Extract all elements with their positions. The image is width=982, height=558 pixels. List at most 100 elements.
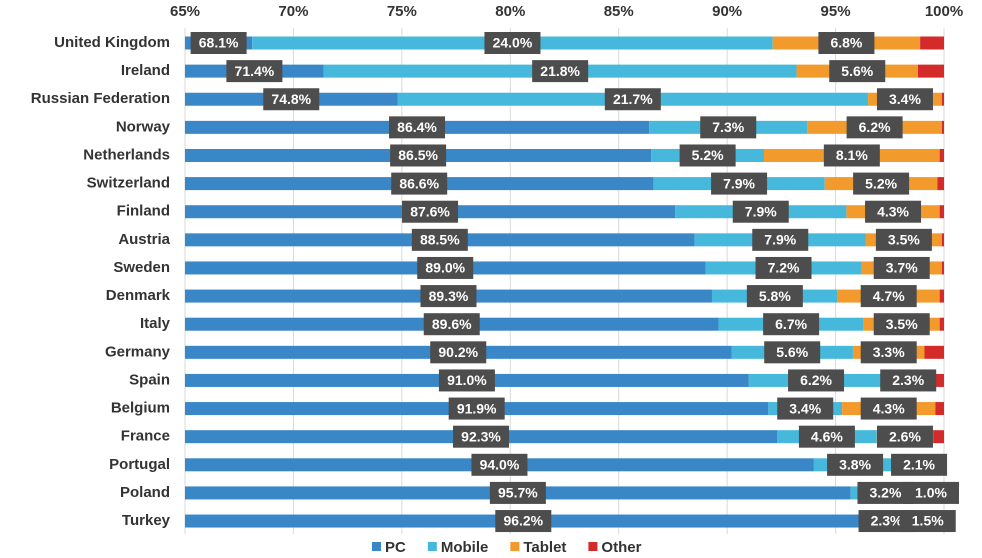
bar-segment — [185, 317, 719, 331]
bar-segment — [185, 373, 749, 387]
bar-segment — [939, 205, 944, 219]
y-tick-label: Finland — [117, 203, 170, 220]
data-label: 1.5% — [912, 513, 944, 529]
data-label: 1.0% — [915, 485, 947, 501]
data-label-box — [829, 60, 886, 83]
data-label: 4.3% — [877, 203, 909, 219]
bar-segment — [937, 177, 944, 191]
y-tick-label: Sweden — [113, 259, 170, 276]
data-label-box — [763, 313, 820, 336]
bar-segment — [933, 430, 944, 444]
legend-swatch — [372, 542, 381, 551]
data-label: 21.8% — [540, 63, 580, 79]
bar-segment — [939, 289, 944, 303]
data-label-box — [604, 88, 661, 111]
data-label: 3.8% — [839, 457, 871, 473]
data-label: 2.3% — [892, 372, 924, 388]
x-tick-label: 85% — [604, 3, 634, 20]
data-label-box — [484, 32, 541, 54]
y-tick-label: Netherlands — [83, 146, 170, 163]
y-tick-label: Italy — [140, 315, 171, 332]
data-label-box — [495, 510, 552, 533]
bar-segment — [924, 345, 944, 359]
legend-swatch — [427, 542, 437, 551]
x-tick-label: 65% — [170, 3, 200, 20]
data-label: 3.5% — [886, 316, 918, 332]
data-label-box — [860, 341, 917, 364]
data-label-box — [902, 481, 959, 504]
y-tick-label: Belgium — [111, 400, 170, 417]
data-label: 5.2% — [692, 147, 724, 163]
bar-segment — [939, 148, 944, 162]
x-tick-label: 90% — [712, 3, 742, 20]
data-label: 2.3% — [871, 513, 903, 529]
y-tick-label: Turkey — [122, 512, 171, 529]
data-label: 87.6% — [410, 203, 450, 219]
legend-label: PC — [385, 539, 406, 556]
data-label: 5.6% — [776, 344, 808, 360]
data-label-box — [448, 397, 505, 420]
data-label: 89.3% — [429, 288, 469, 304]
data-label: 24.0% — [493, 35, 533, 51]
y-tick-label: France — [121, 428, 170, 445]
data-label-box — [873, 256, 930, 279]
y-tick-label: Germany — [105, 343, 171, 360]
data-label: 86.6% — [399, 175, 439, 191]
x-tick-label: 70% — [278, 3, 308, 20]
data-label: 90.2% — [438, 344, 478, 360]
y-tick-label: Poland — [120, 484, 170, 501]
data-label: 86.5% — [398, 147, 438, 163]
legend-label: Mobile — [441, 539, 489, 556]
data-label-box — [190, 32, 247, 54]
x-tick-label: 95% — [821, 3, 851, 20]
y-tick-label: United Kingdom — [54, 34, 170, 51]
data-label: 3.4% — [889, 91, 921, 107]
bar-segment — [185, 233, 695, 247]
bar-segment — [185, 430, 778, 444]
bar-segment — [185, 205, 676, 219]
data-label-box — [471, 453, 528, 476]
data-label: 96.2% — [503, 513, 543, 529]
x-tick-label: 100% — [925, 3, 963, 20]
labels: 68.1% 24.0% 6.8% 71.4% 21.8% 5.6% 74.8% 21.7% 3.… — [190, 32, 959, 533]
data-label-box — [430, 341, 487, 364]
data-label-box — [746, 285, 803, 308]
data-label-box — [788, 369, 845, 392]
data-label-box — [798, 425, 855, 448]
data-label-box — [391, 172, 448, 195]
x-tick-label: 75% — [387, 3, 417, 20]
data-label-box — [752, 228, 809, 251]
data-label-box — [711, 172, 768, 195]
bar-segment — [933, 373, 944, 387]
data-label: 92.3% — [461, 428, 501, 444]
data-label: 7.9% — [745, 203, 777, 219]
data-label: 3.2% — [869, 485, 901, 501]
y-tick-label: Portugal — [109, 456, 170, 473]
bar-segment — [941, 92, 944, 106]
data-label: 68.1% — [199, 35, 239, 51]
data-label: 4.3% — [873, 400, 905, 416]
y-tick-label: Ireland — [121, 62, 170, 79]
data-label: 95.7% — [498, 485, 538, 501]
data-label-box — [876, 425, 933, 448]
data-label: 7.9% — [723, 175, 755, 191]
y-tick-label: Russian Federation — [31, 90, 170, 107]
data-label: 94.0% — [480, 457, 520, 473]
data-label: 89.0% — [425, 260, 465, 276]
data-label-box — [880, 369, 937, 392]
y-tick-label: Switzerland — [87, 175, 170, 192]
data-label: 2.1% — [903, 457, 935, 473]
data-label: 7.9% — [764, 232, 796, 248]
data-label-box — [489, 481, 546, 504]
data-label-box — [700, 116, 757, 139]
data-label: 71.4% — [235, 63, 275, 79]
data-label-box — [823, 144, 880, 167]
data-label: 6.7% — [775, 316, 807, 332]
data-label-box — [860, 397, 917, 420]
y-tick-label: Spain — [129, 371, 170, 388]
data-label-box — [764, 341, 821, 364]
data-label-box — [860, 285, 917, 308]
bar-segment — [941, 233, 944, 247]
data-label: 7.3% — [712, 119, 744, 135]
